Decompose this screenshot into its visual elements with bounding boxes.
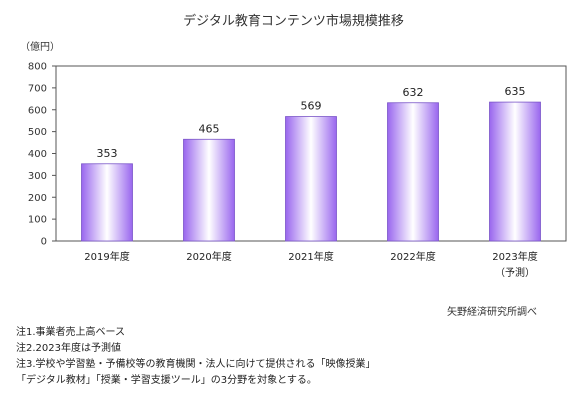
y-axis-unit-label: （億円） <box>20 42 60 53</box>
x-category-label: 2019年度 <box>84 250 129 263</box>
bar-value-label: 353 <box>97 147 118 160</box>
bar <box>183 138 235 242</box>
bar-value-label: 465 <box>199 122 220 135</box>
source-credit: 矢野経済研究所調べ <box>447 307 537 318</box>
bar <box>387 102 439 242</box>
footnote-1: 注1.事業者売上高ベース <box>16 327 126 338</box>
y-tick-label: 600 <box>28 105 47 116</box>
footnotes: 注1.事業者売上高ベース 注2.2023年度は予測値 注3.学校や学習塾・予備校… <box>16 325 376 389</box>
footnote-3: 注3.学校や学習塾・予備校等の教育機関・法人に向けて提供される「映像授業」 <box>16 359 376 370</box>
bar-value-label: 569 <box>301 100 322 113</box>
y-tick-label: 400 <box>28 149 47 160</box>
bar-value-label: 632 <box>403 86 424 99</box>
x-category-label: 2022年度 <box>390 250 435 263</box>
bar <box>81 163 133 242</box>
bar <box>285 116 337 242</box>
y-tick-label: 200 <box>28 193 47 204</box>
y-tick-label: 500 <box>28 127 47 138</box>
x-category-sublabel: （予測） <box>495 266 535 279</box>
footnote-2: 注2.2023年度は予測値 <box>16 343 121 354</box>
y-tick-label: 800 <box>28 62 47 73</box>
footnote-4: 「デジタル教材」「授業・学習支援ツール」の3分野を対象とする。 <box>16 375 317 386</box>
x-category-label: 2020年度 <box>186 250 231 263</box>
y-tick-label: 100 <box>28 215 47 226</box>
x-category-label: 2021年度 <box>288 250 333 263</box>
bar-chart: 0 100 200 300 400 500 600 700 800 353 465 569 632 63… <box>28 62 567 279</box>
x-category-label: 2023年度 <box>492 250 537 263</box>
bar <box>489 101 541 242</box>
y-tick-label: 700 <box>28 83 47 94</box>
bar-value-label: 635 <box>505 85 526 98</box>
y-tick-label: 300 <box>28 171 47 182</box>
y-tick-label: 0 <box>41 237 47 248</box>
chart-title: デジタル教育コンテンツ市場規模推移 <box>183 14 404 29</box>
